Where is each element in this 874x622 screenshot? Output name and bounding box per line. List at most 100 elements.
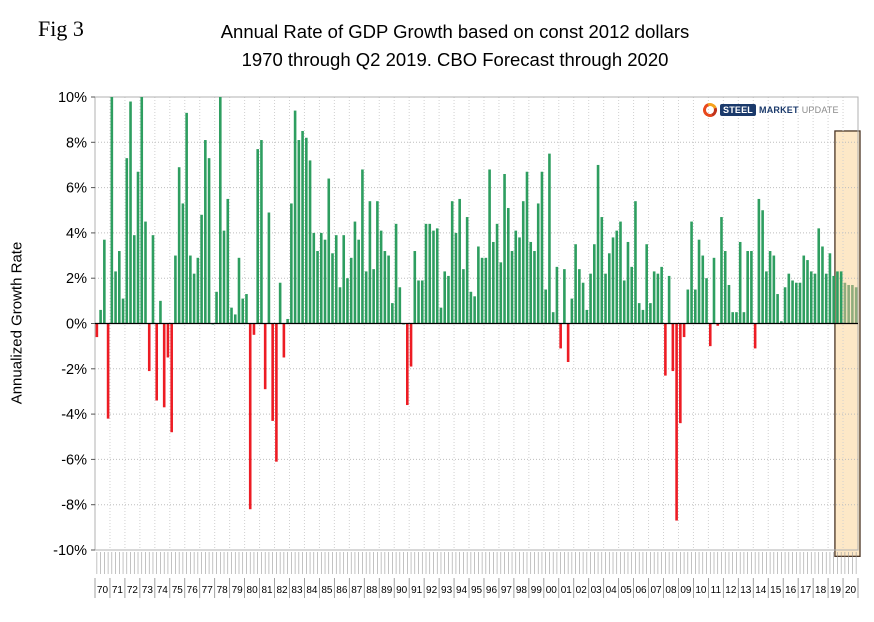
logo-text-steel: STEEL [720, 104, 757, 116]
gdp-bar [357, 239, 360, 324]
gdp-bar [297, 140, 301, 324]
gdp-bar [271, 323, 274, 421]
gdp-bar [346, 278, 349, 324]
x-tick-label: 72 [127, 585, 139, 596]
x-tick-label: 91 [411, 585, 423, 596]
gdp-bar [787, 273, 791, 324]
gdp-bar [409, 323, 413, 367]
gdp-bar [192, 273, 196, 324]
x-tick-label: 09 [680, 585, 692, 596]
gdp-bar [600, 217, 604, 324]
gdp-bar [843, 282, 847, 324]
gdp-bar [443, 271, 447, 324]
x-tick-label: 08 [665, 585, 677, 596]
gdp-bar [177, 167, 181, 324]
x-tick-label: 01 [561, 585, 573, 596]
gdp-bar [593, 244, 596, 324]
gdp-bar [847, 284, 850, 324]
gdp-bar [806, 260, 809, 324]
gdp-bar [428, 223, 432, 324]
gdp-bar [267, 212, 271, 324]
gdp-bar [331, 253, 334, 324]
gdp-bar [780, 321, 783, 324]
gdp-bar [802, 255, 806, 324]
gdp-bar [791, 280, 794, 324]
bars-group [95, 97, 858, 521]
gdp-bar [750, 251, 753, 324]
x-tick-label: 10 [695, 585, 707, 596]
gdp-bar [263, 323, 267, 390]
x-tick-label: 14 [755, 585, 767, 596]
gdp-bar [447, 275, 450, 324]
x-tick-label: 20 [845, 585, 857, 596]
gdp-bar [132, 235, 136, 324]
gdp-bar [701, 255, 705, 324]
x-tick-label: 04 [606, 585, 618, 596]
x-tick-label: 93 [441, 585, 453, 596]
gdp-bar [716, 323, 720, 326]
gdp-bar [432, 230, 435, 324]
y-tick-label: -2% [61, 362, 87, 378]
gdp-bar [256, 149, 259, 324]
gdp-bar [694, 289, 697, 324]
gdp-bar [413, 251, 417, 324]
gdp-bar [548, 153, 551, 324]
gdp-bar [686, 289, 690, 324]
gdp-bar [121, 298, 125, 324]
gdp-bar [233, 314, 237, 324]
x-axis-labels: 70 71 72 73 74 75 76 77 78 79 80 81 82 83 84 85 86 87 88 89… [94, 578, 859, 598]
gdp-bar [839, 271, 843, 324]
y-tick-label: -4% [61, 407, 87, 423]
x-tick-label: 12 [725, 585, 737, 596]
gdp-bar [690, 221, 693, 324]
gdp-bar [514, 230, 518, 324]
gdp-bar [765, 271, 768, 324]
gdp-bar [484, 257, 488, 324]
gdp-bar [742, 312, 746, 324]
x-tick-label: 79 [232, 585, 244, 596]
gdp-bar [469, 291, 473, 324]
x-tick-label: 94 [456, 585, 468, 596]
gdp-bar [454, 232, 458, 324]
gdp-bar [712, 257, 716, 324]
gdp-bar [361, 169, 364, 324]
y-tick-label: 2% [66, 271, 87, 287]
gdp-bar [499, 262, 503, 324]
x-tick-label: 85 [321, 585, 333, 596]
x-tick-label: 05 [621, 585, 633, 596]
gdp-bar [305, 137, 308, 324]
gdp-bar [772, 255, 776, 324]
gdp-bar [144, 221, 147, 324]
gdp-bar [338, 287, 342, 324]
gdp-bar [813, 273, 817, 324]
gdp-bar [417, 280, 420, 324]
gdp-bar [286, 318, 289, 324]
gdp-bar [746, 251, 749, 324]
gdp-bar [544, 289, 547, 324]
gdp-bar [136, 171, 140, 324]
logo-text-market: MARKET [759, 105, 799, 115]
gdp-bar [458, 198, 461, 324]
x-tick-label: 80 [247, 585, 259, 596]
y-axis: 10% 8% 6% 4% 2% 0% -2% -4% -6% -8% -10% [53, 90, 95, 559]
gdp-bar [473, 296, 476, 324]
gdp-bar [215, 291, 218, 324]
x-tick-label: 77 [202, 585, 214, 596]
gdp-bar [664, 323, 667, 376]
gdp-bar [510, 251, 514, 324]
gdp-bar [705, 278, 708, 324]
x-tick-label: 03 [591, 585, 603, 596]
gdp-bar [503, 174, 506, 324]
gdp-bar [480, 257, 484, 324]
gdp-bar [832, 275, 835, 324]
gdp-bar [626, 241, 630, 324]
x-tick-label: 82 [276, 585, 288, 596]
gdp-bar [521, 201, 525, 324]
gdp-bar [649, 303, 652, 324]
gdp-bar [166, 323, 170, 358]
gdp-bar [783, 287, 787, 324]
gdp-bar [585, 309, 589, 324]
gdp-bar [185, 112, 188, 324]
gdp-bar [260, 140, 263, 324]
x-tick-label: 11 [711, 585, 722, 596]
